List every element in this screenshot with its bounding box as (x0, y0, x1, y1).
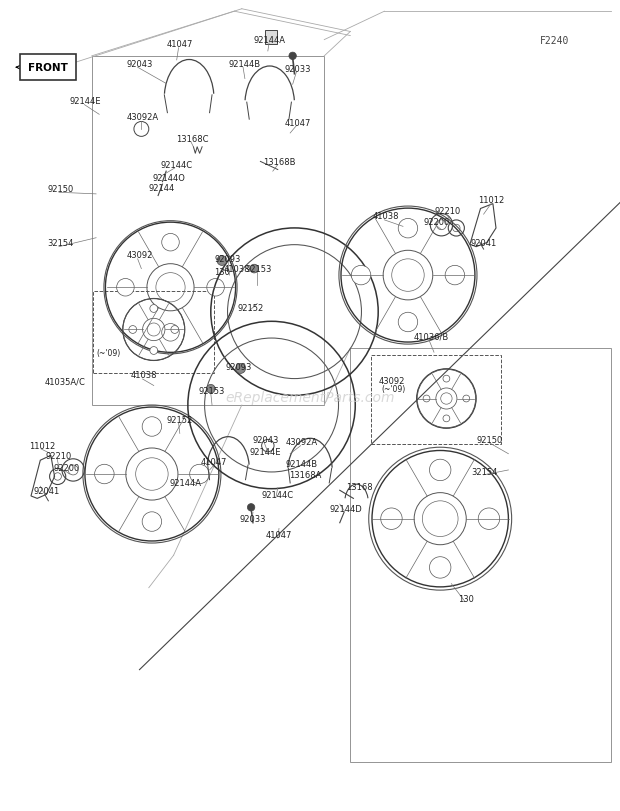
Text: 92144A: 92144A (254, 36, 286, 45)
Circle shape (142, 513, 162, 532)
Text: 92144E: 92144E (70, 97, 101, 106)
Circle shape (423, 396, 430, 402)
Bar (265, 31, 277, 45)
Text: 11012: 11012 (29, 441, 55, 451)
Circle shape (150, 347, 157, 355)
Text: 41035A/C: 41035A/C (45, 376, 86, 386)
Text: 92144C: 92144C (262, 490, 294, 500)
Circle shape (129, 326, 136, 334)
Text: 92144C: 92144C (161, 161, 193, 170)
Text: 92093: 92093 (226, 362, 252, 371)
Circle shape (478, 508, 500, 530)
Circle shape (250, 265, 259, 273)
Text: 92153: 92153 (199, 386, 225, 396)
Text: 92152: 92152 (167, 415, 193, 425)
Text: F2240: F2240 (539, 36, 569, 45)
Text: 41047: 41047 (285, 118, 311, 128)
Text: 92144B: 92144B (286, 459, 318, 469)
Text: 92041: 92041 (471, 238, 497, 248)
Text: 41036/B: 41036/B (414, 332, 448, 341)
Text: 41047: 41047 (167, 40, 193, 49)
Text: (~'09): (~'09) (96, 348, 121, 358)
Circle shape (142, 417, 162, 436)
Text: 92043: 92043 (252, 435, 278, 444)
Circle shape (206, 385, 215, 393)
Text: (~'09): (~'09) (381, 384, 406, 394)
Circle shape (430, 460, 451, 481)
Text: 92144A: 92144A (170, 478, 202, 487)
Text: 92093: 92093 (215, 255, 241, 264)
Circle shape (443, 415, 450, 423)
Text: 92200: 92200 (54, 463, 80, 473)
Text: 92041: 92041 (33, 486, 60, 496)
Text: 41038: 41038 (373, 212, 399, 221)
Text: 43092: 43092 (126, 251, 153, 260)
Circle shape (236, 364, 246, 374)
Text: 13168: 13168 (347, 482, 373, 491)
Text: 92144D: 92144D (330, 504, 362, 513)
Text: 130: 130 (458, 594, 474, 603)
Text: eReplacementParts.com: eReplacementParts.com (225, 390, 395, 405)
Text: 11012: 11012 (479, 195, 505, 205)
Text: FRONT: FRONT (28, 63, 68, 73)
Text: 32154: 32154 (47, 238, 73, 248)
Text: 92033: 92033 (285, 64, 311, 74)
Text: 92144: 92144 (148, 183, 174, 193)
Circle shape (398, 313, 418, 333)
Circle shape (190, 465, 209, 484)
Text: 13168A: 13168A (289, 470, 321, 479)
Text: 92153: 92153 (246, 264, 272, 274)
Text: 92210: 92210 (46, 451, 72, 461)
Text: 41038: 41038 (131, 371, 157, 380)
Bar (371, 355, 501, 444)
Text: 92200: 92200 (423, 217, 450, 227)
Circle shape (217, 256, 227, 266)
Circle shape (162, 324, 179, 341)
Text: 92144O: 92144O (152, 174, 185, 183)
Circle shape (398, 219, 418, 238)
Circle shape (443, 375, 450, 383)
Circle shape (445, 266, 464, 285)
Circle shape (381, 508, 402, 530)
Circle shape (207, 279, 224, 297)
Circle shape (171, 326, 179, 334)
Text: 92152: 92152 (238, 303, 264, 313)
Text: 92144B: 92144B (229, 60, 261, 70)
Text: 92043: 92043 (126, 60, 153, 70)
Text: 43092A: 43092A (286, 437, 318, 447)
Text: 43092A: 43092A (126, 113, 159, 122)
Text: 41047: 41047 (266, 530, 292, 540)
Text: 92033: 92033 (240, 514, 266, 524)
Text: 13168C: 13168C (176, 135, 208, 144)
Circle shape (162, 234, 179, 251)
Circle shape (463, 396, 470, 402)
Bar (350, 349, 611, 762)
Text: 13168B: 13168B (263, 157, 295, 167)
Text: 92150: 92150 (47, 184, 73, 194)
Text: 43092: 43092 (379, 376, 405, 386)
Text: 41038: 41038 (224, 264, 250, 274)
Text: 130: 130 (214, 267, 230, 277)
Circle shape (430, 557, 451, 578)
Text: 92210: 92210 (435, 206, 461, 216)
Circle shape (95, 465, 114, 484)
Text: 41047: 41047 (201, 457, 227, 467)
Text: 32154: 32154 (472, 467, 498, 477)
Circle shape (247, 504, 255, 512)
Circle shape (352, 266, 371, 285)
Circle shape (150, 305, 157, 313)
Text: 92150: 92150 (477, 435, 503, 444)
Circle shape (117, 279, 134, 297)
Bar (92, 57, 324, 406)
FancyBboxPatch shape (20, 55, 76, 81)
Bar (93, 292, 214, 373)
Circle shape (289, 53, 296, 61)
Text: 92144E: 92144E (250, 447, 281, 457)
